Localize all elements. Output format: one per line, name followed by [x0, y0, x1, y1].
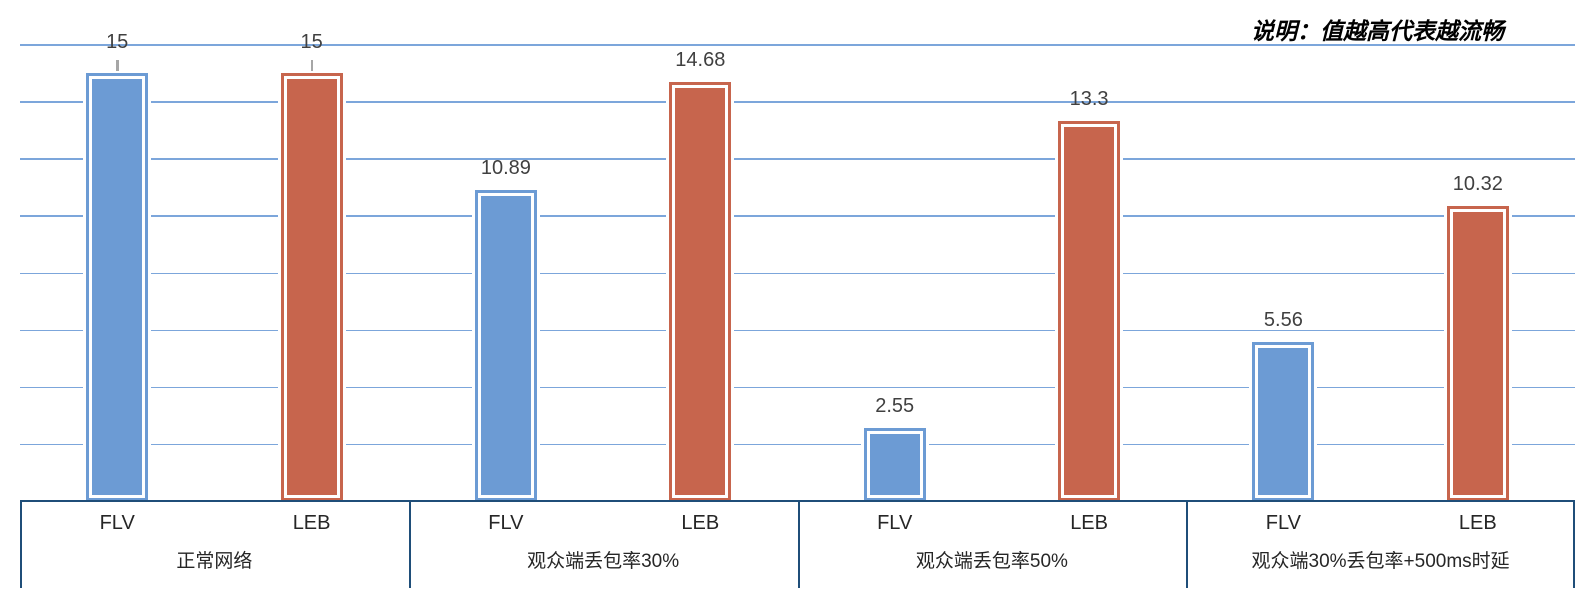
bar-border	[86, 72, 149, 501]
category-group-label: 观众端丢包率50%	[915, 551, 1068, 572]
category-group-label: 正常网络	[176, 551, 253, 572]
category-divider	[408, 501, 411, 588]
category-group-label: 观众端丢包率30%	[527, 551, 680, 572]
bar-fill	[480, 196, 531, 495]
bar-series-label: LEB	[681, 512, 720, 534]
bar-series-label: FLV	[99, 512, 135, 534]
bar-fill	[286, 78, 337, 495]
bar-border	[1446, 206, 1509, 501]
category-divider	[20, 501, 22, 588]
bar-value-label: 15	[106, 31, 129, 53]
bar-fill	[92, 78, 143, 495]
bar-fill	[1258, 348, 1309, 495]
category-group-label: 观众端30%丢包率+500ms时延	[1251, 551, 1510, 572]
bar-border	[669, 81, 732, 501]
bar-series-label: LEB	[1458, 512, 1497, 534]
bar-value-label: 15	[300, 31, 323, 53]
gridline	[20, 215, 1575, 217]
bar-border	[474, 190, 537, 501]
bar-series-label: FLV	[1265, 512, 1301, 534]
bar-fill	[869, 434, 920, 495]
bar-leb	[277, 69, 346, 501]
bar-fill	[1064, 127, 1115, 495]
bar-value-label: 10.32	[1452, 173, 1503, 196]
gridline	[20, 272, 1575, 274]
chart-note: 说明：值越高代表越流畅	[1251, 18, 1504, 44]
category-divider	[1573, 501, 1575, 588]
bar-series-label: FLV	[877, 512, 913, 534]
bar-value-label: 13.3	[1069, 88, 1109, 111]
gridline	[20, 386, 1575, 389]
bar-flv	[471, 187, 540, 501]
bar-series-label: LEB	[1070, 512, 1108, 534]
gridline	[20, 44, 1575, 46]
bar-leb	[1443, 203, 1512, 501]
x-axis-line	[20, 500, 1575, 502]
bar-border	[863, 428, 926, 501]
bar-flv	[83, 69, 152, 501]
bar-leb	[1055, 118, 1124, 501]
category-divider	[797, 501, 800, 588]
label-leader-line	[116, 59, 119, 71]
bar-fill	[675, 87, 726, 495]
bar-border	[280, 72, 343, 501]
bar-value-label: 10.89	[480, 157, 531, 179]
gridline	[20, 101, 1575, 103]
category-divider	[1186, 501, 1189, 588]
bar-value-label: 5.56	[1263, 309, 1303, 332]
bar-border	[1058, 121, 1121, 501]
bar-border	[1252, 342, 1315, 501]
bar-series-label: FLV	[488, 512, 524, 534]
gridline	[20, 329, 1575, 332]
gridline	[20, 443, 1575, 446]
bar-value-label: 2.55	[875, 395, 915, 418]
bar-series-label: LEB	[292, 512, 331, 534]
label-leader-line	[310, 59, 314, 71]
bar-leb	[666, 78, 735, 501]
bar-fill	[1452, 212, 1503, 495]
bar-value-label: 14.68	[675, 48, 726, 71]
bar-flv	[860, 425, 929, 501]
gridline	[20, 158, 1575, 160]
bar-flv	[1249, 339, 1318, 501]
